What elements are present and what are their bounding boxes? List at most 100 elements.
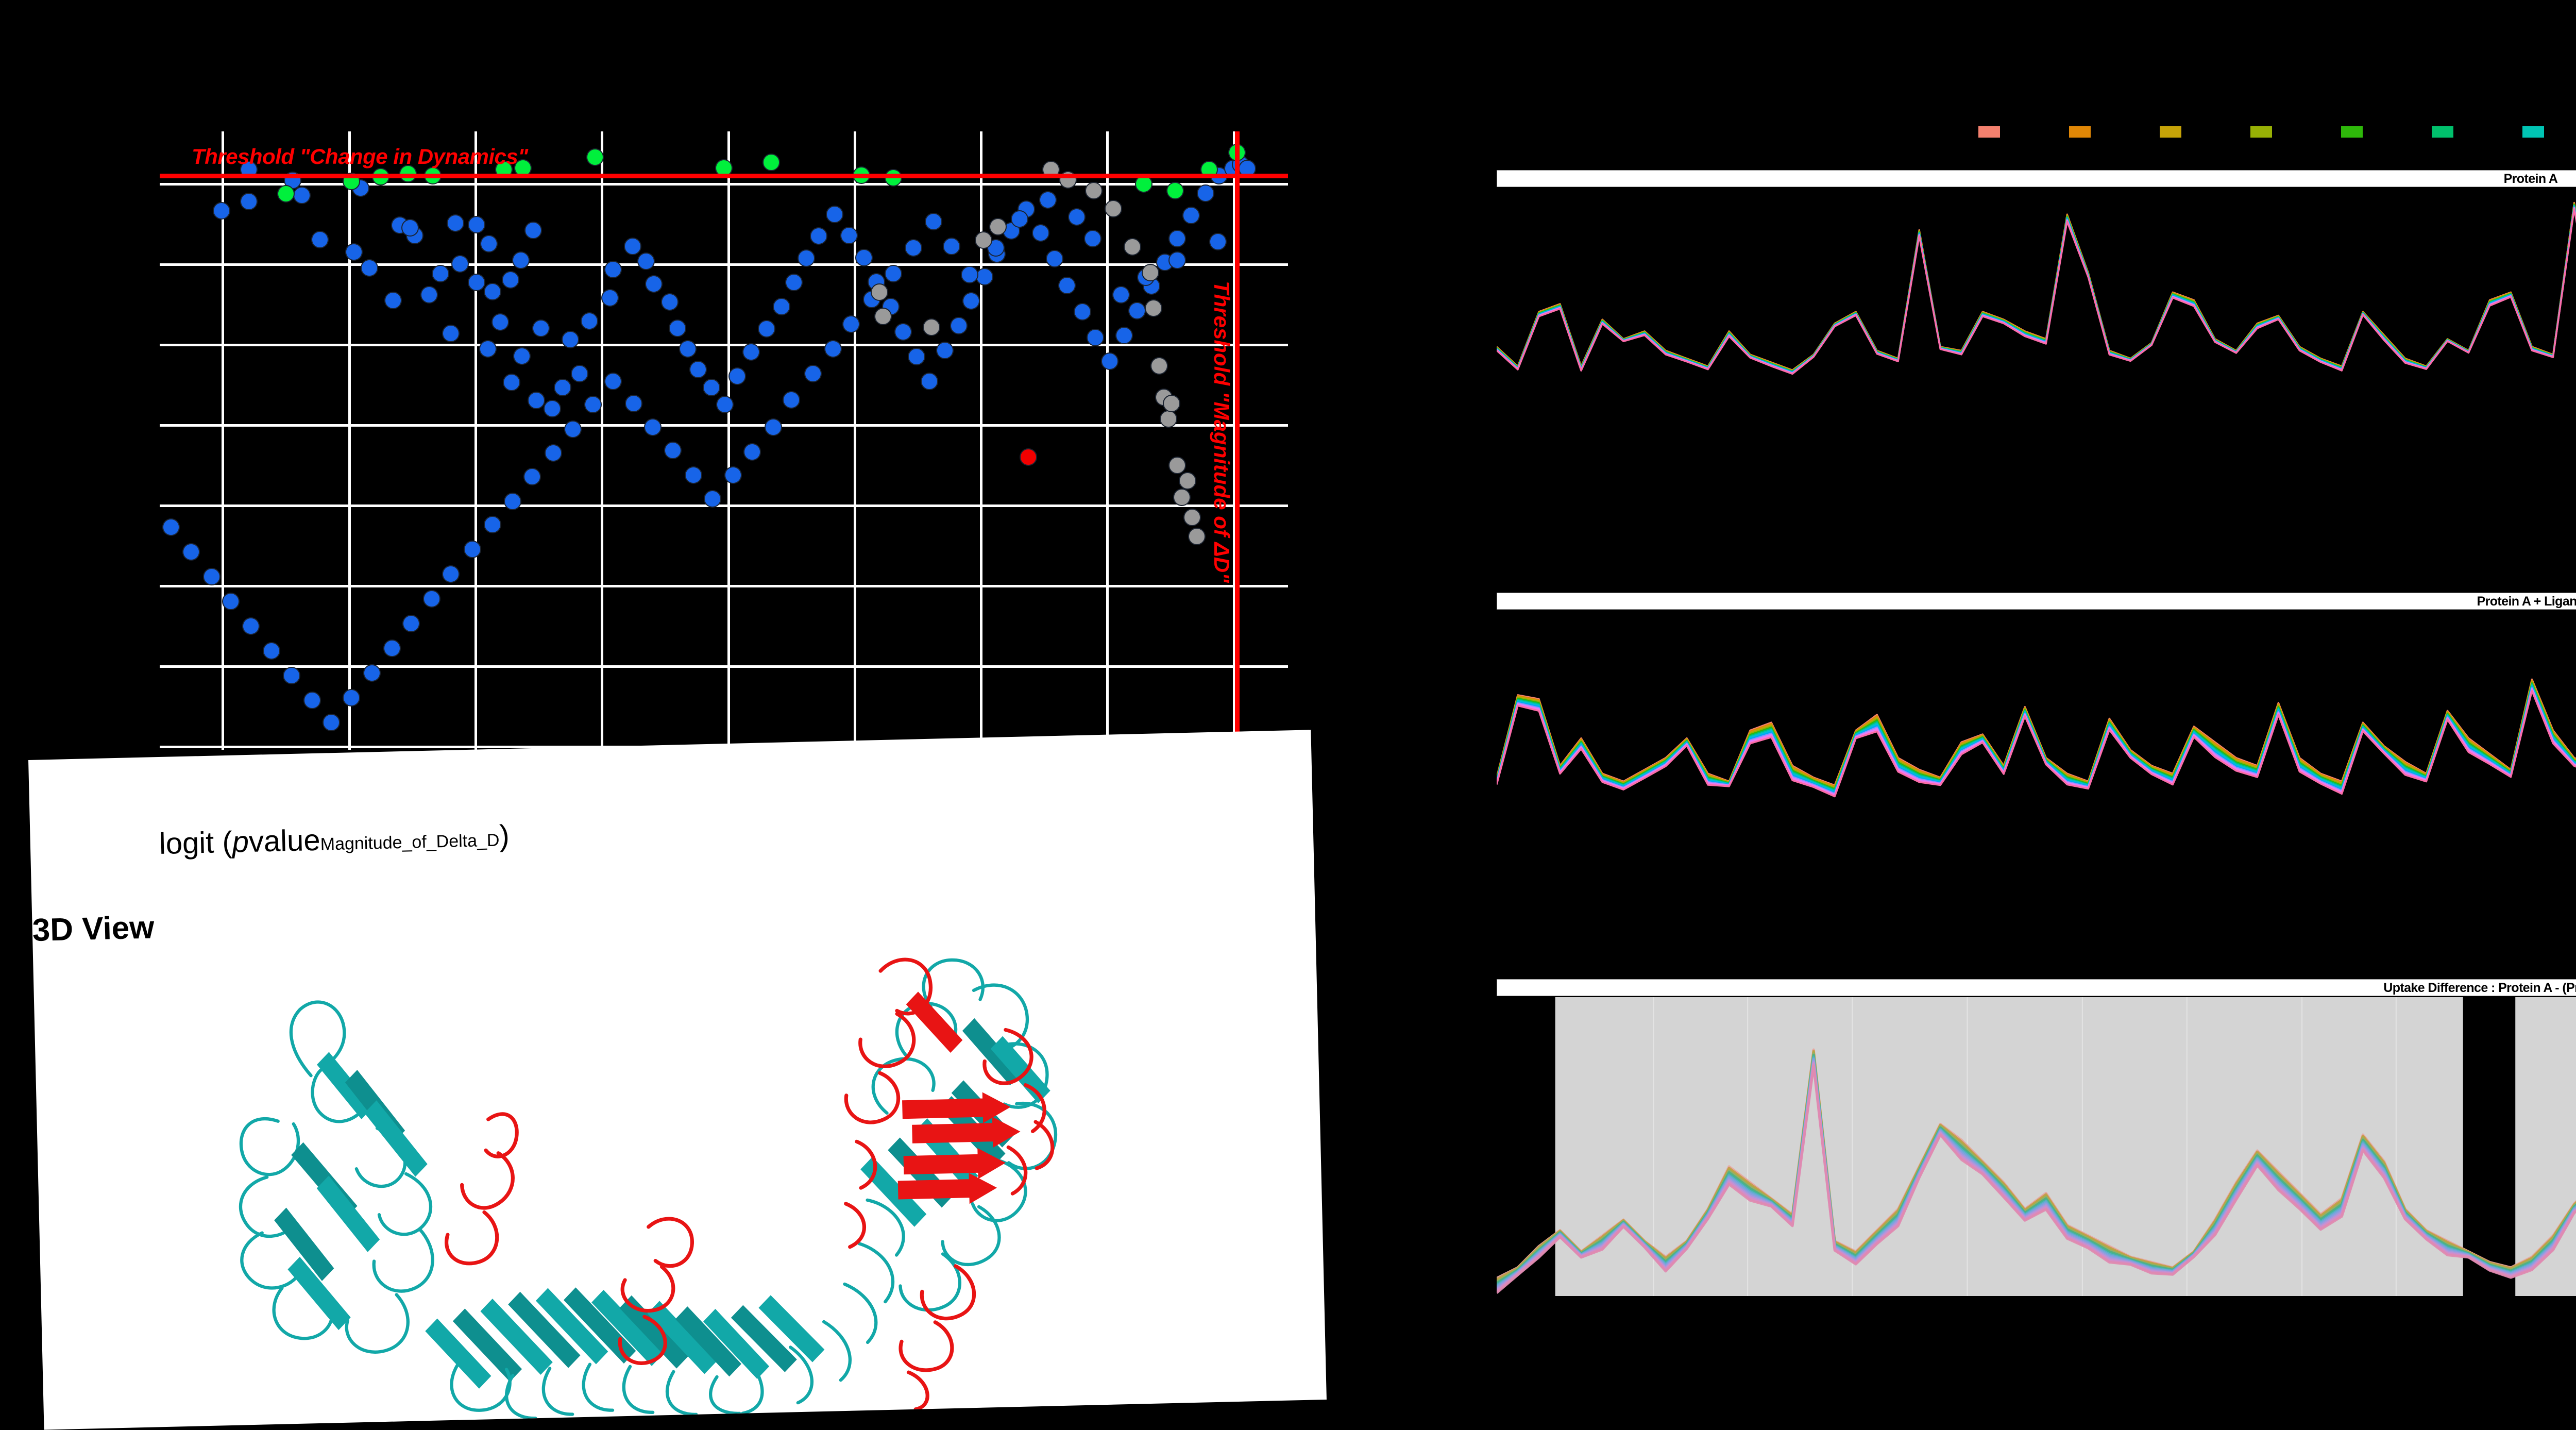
volcano-point-blue-56[interactable]: [855, 248, 873, 266]
volcano-point-blue-75[interactable]: [1115, 327, 1133, 344]
volcano-point-blue-26[interactable]: [479, 340, 497, 358]
volcano-point-blue-37[interactable]: [604, 260, 622, 278]
volcano-point-green-12[interactable]: [1134, 175, 1153, 193]
volcano-point-blue-127[interactable]: [322, 714, 340, 732]
volcano-point-blue-29[interactable]: [503, 374, 521, 392]
volcano-point-blue-24[interactable]: [492, 313, 510, 331]
volcano-point-blue-35[interactable]: [581, 312, 599, 330]
volcano-point-blue-86[interactable]: [1209, 232, 1227, 250]
volcano-point-blue-134[interactable]: [182, 543, 200, 561]
volcano-point-blue-15[interactable]: [446, 214, 464, 232]
volcano-point-blue-104[interactable]: [783, 391, 801, 409]
volcano-point-blue-60[interactable]: [908, 347, 926, 365]
volcano-point-grey-3[interactable]: [974, 231, 992, 249]
volcano-point-blue-9[interactable]: [361, 259, 379, 277]
volcano-point-blue-117[interactable]: [523, 467, 541, 485]
volcano-point-blue-48[interactable]: [742, 343, 760, 361]
volcano-point-blue-112[interactable]: [624, 395, 642, 412]
volcano-point-blue-28[interactable]: [532, 319, 550, 337]
volcano-point-blue-54[interactable]: [825, 205, 843, 223]
volcano-point-blue-109[interactable]: [684, 466, 702, 484]
volcano-point-grey-15[interactable]: [1163, 395, 1181, 412]
volcano-point-blue-132[interactable]: [222, 593, 240, 610]
volcano-point-blue-97[interactable]: [925, 213, 943, 231]
volcano-point-blue-125[interactable]: [363, 664, 381, 682]
volcano-point-blue-108[interactable]: [704, 490, 722, 508]
volcano-point-blue-17[interactable]: [480, 235, 498, 253]
volcano-point-grey-10[interactable]: [1141, 263, 1159, 281]
volcano-point-blue-98[interactable]: [904, 239, 922, 257]
volcano-point-blue-43[interactable]: [679, 340, 697, 358]
volcano-point-blue-111[interactable]: [644, 418, 662, 436]
volcano-point-blue-36[interactable]: [601, 289, 619, 307]
volcano-point-blue-11[interactable]: [401, 219, 419, 237]
volcano-point-blue-65[interactable]: [975, 268, 993, 285]
volcano-point-blue-79[interactable]: [1168, 229, 1187, 247]
volcano-point-blue-92[interactable]: [1039, 191, 1057, 209]
volcano-point-grey-20[interactable]: [1188, 528, 1206, 545]
volcano-point-blue-25[interactable]: [442, 325, 460, 343]
volcano-point-blue-99[interactable]: [884, 265, 902, 282]
volcano-point-grey-9[interactable]: [1123, 238, 1141, 256]
volcano-point-blue-14[interactable]: [432, 265, 450, 282]
volcano-point-blue-38[interactable]: [623, 238, 641, 256]
uptake-plots-panel[interactable]: Protein A Protein A + Ligand Uptake Diff…: [1484, 0, 2576, 1400]
volcano-point-green-13[interactable]: [1166, 182, 1184, 200]
volcano-point-blue-107[interactable]: [724, 466, 742, 484]
volcano-point-blue-40[interactable]: [645, 275, 663, 293]
volcano-point-blue-39[interactable]: [637, 253, 655, 270]
volcano-point-blue-123[interactable]: [402, 615, 420, 633]
volcano-point-blue-76[interactable]: [1128, 302, 1146, 319]
legend-swatch-4[interactable]: [2341, 126, 2363, 138]
volcano-point-grey-0[interactable]: [871, 283, 889, 301]
volcano-point-grey-19[interactable]: [1183, 508, 1201, 526]
volcano-point-blue-71[interactable]: [1058, 276, 1076, 294]
volcano-point-blue-3[interactable]: [240, 192, 258, 210]
volcano-point-blue-110[interactable]: [664, 442, 682, 460]
volcano-point-blue-18[interactable]: [451, 255, 469, 273]
volcano-point-blue-59[interactable]: [894, 323, 912, 341]
volcano-point-blue-21[interactable]: [502, 271, 520, 289]
legend-swatch-2[interactable]: [2160, 126, 2181, 138]
volcano-plot-area[interactable]: [160, 131, 1288, 750]
volcano-point-blue-27[interactable]: [513, 347, 531, 365]
volcano-point-blue-119[interactable]: [484, 516, 502, 534]
volcano-point-blue-114[interactable]: [584, 396, 602, 414]
volcano-point-blue-124[interactable]: [383, 640, 401, 658]
legend-swatch-0[interactable]: [1978, 126, 2000, 138]
volcano-point-blue-103[interactable]: [804, 365, 822, 383]
volcano-point-blue-105[interactable]: [765, 418, 783, 436]
plot-protein-a[interactable]: [1497, 191, 2576, 392]
volcano-point-blue-122[interactable]: [422, 590, 440, 608]
volcano-point-blue-70[interactable]: [1045, 250, 1063, 268]
volcano-point-blue-62[interactable]: [936, 341, 954, 359]
volcano-point-blue-46[interactable]: [716, 396, 734, 414]
volcano-point-blue-50[interactable]: [772, 297, 790, 315]
volcano-point-blue-23[interactable]: [524, 222, 542, 239]
volcano-point-blue-64[interactable]: [962, 292, 980, 310]
volcano-point-grey-14[interactable]: [1159, 410, 1177, 428]
volcano-point-blue-102[interactable]: [824, 340, 842, 358]
plot-uptake-difference[interactable]: [1497, 997, 2576, 1296]
volcano-point-blue-90[interactable]: [1084, 229, 1102, 247]
volcano-point-blue-118[interactable]: [504, 492, 522, 510]
protein-ribbon-structure[interactable]: [126, 938, 1218, 1427]
volcano-point-blue-63[interactable]: [950, 316, 968, 334]
volcano-point-grey-18[interactable]: [1173, 489, 1191, 507]
volcano-point-blue-49[interactable]: [758, 319, 776, 338]
volcano-point-blue-13[interactable]: [384, 291, 402, 309]
volcano-point-grey-1[interactable]: [874, 307, 892, 325]
volcano-point-grey-17[interactable]: [1179, 472, 1197, 490]
volcano-point-blue-129[interactable]: [283, 667, 301, 684]
volcano-point-blue-33[interactable]: [570, 365, 588, 383]
volcano-point-blue-51[interactable]: [785, 273, 803, 291]
volcano-point-blue-45[interactable]: [702, 378, 720, 396]
volcano-point-blue-41[interactable]: [660, 293, 679, 311]
volcano-point-grey-11[interactable]: [1145, 299, 1163, 317]
volcano-point-blue-101[interactable]: [842, 315, 860, 333]
volcano-point-blue-20[interactable]: [484, 282, 502, 300]
volcano-point-blue-135[interactable]: [162, 518, 180, 536]
volcano-point-blue-93[interactable]: [1010, 210, 1028, 228]
volcano-point-blue-22[interactable]: [512, 251, 530, 269]
volcano-point-grey-7[interactable]: [1085, 182, 1103, 200]
